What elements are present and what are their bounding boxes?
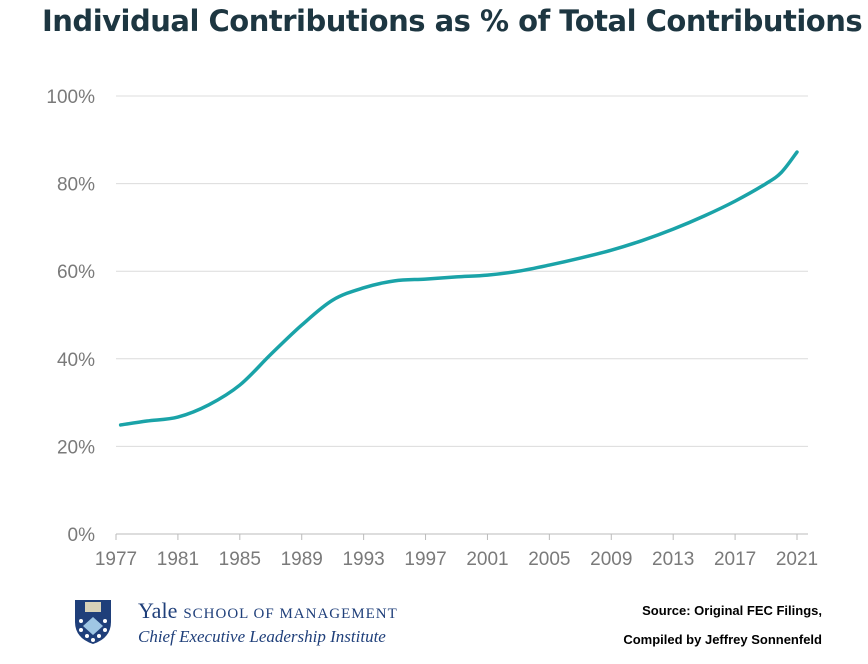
y-tick-label: 40% — [57, 350, 95, 371]
y-tick-label: 60% — [57, 262, 95, 283]
x-tick-label: 1989 — [281, 549, 323, 570]
x-tick-label: 2021 — [776, 549, 818, 570]
x-tick-label: 1985 — [219, 549, 261, 570]
logo-school: SCHOOL OF MANAGEMENT — [183, 606, 398, 622]
x-tick-label: 2013 — [652, 549, 694, 570]
x-tick-label: 1993 — [342, 549, 384, 570]
yale-logo-text: Yale SCHOOL OF MANAGEMENT — [138, 598, 398, 624]
yale-shield-icon — [75, 600, 111, 644]
x-tick-label: 1997 — [404, 549, 446, 570]
y-tick-label: 100% — [46, 87, 95, 108]
x-tick-label: 1981 — [157, 549, 199, 570]
y-tick-label: 0% — [68, 525, 96, 546]
x-tick-label: 2009 — [590, 549, 632, 570]
x-tick-label: 1977 — [95, 549, 137, 570]
logo-institute: Chief Executive Leadership Institute — [138, 627, 386, 646]
y-tick-label: 20% — [57, 437, 95, 458]
chart-title: Individual Contributions as % of Total C… — [42, 4, 863, 38]
y-tick-label: 80% — [57, 175, 95, 196]
x-tick-label: 2005 — [528, 549, 570, 570]
data-line-series — [118, 150, 799, 427]
x-tick-label: 2017 — [714, 549, 756, 570]
logo-yale: Yale — [138, 598, 178, 623]
source-line-2: Compiled by Jeffrey Sonnenfeld — [623, 632, 822, 647]
source-line-1: Source: Original FEC Filings, — [642, 603, 822, 618]
x-tick-label: 2001 — [466, 549, 508, 570]
line-chart: 0% 20% 40% 60% 80% 100% 1977 1981 1985 1989 1993 19… — [46, 87, 818, 570]
